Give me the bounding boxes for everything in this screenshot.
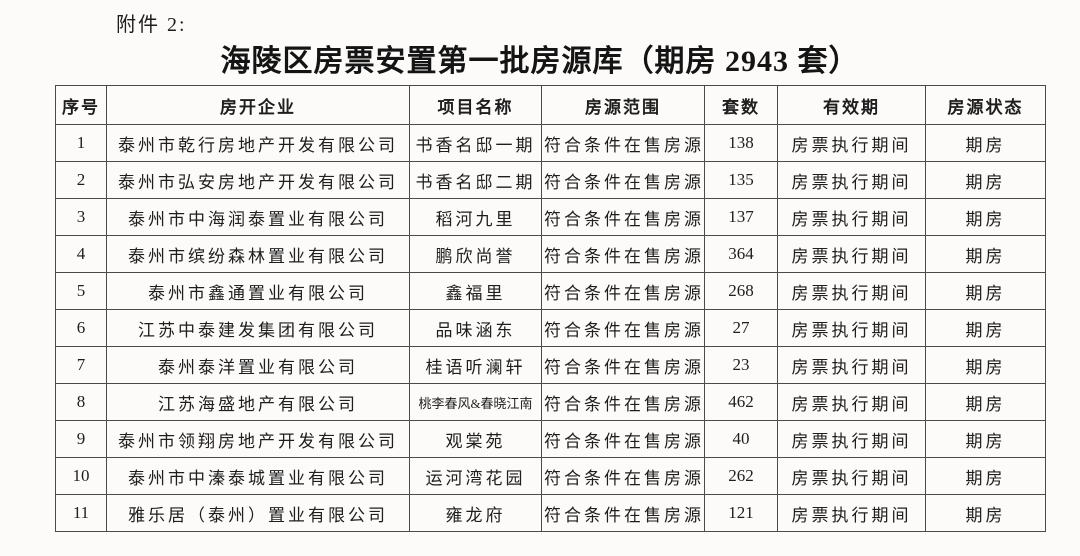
cell-status: 期房	[925, 161, 1046, 199]
cell-units: 137	[704, 198, 778, 236]
cell-status: 期房	[925, 457, 1046, 495]
table-row: 9 泰州市领翔房地产开发有限公司 观棠苑 符合条件在售房源 40 房票执行期间 …	[55, 420, 1046, 458]
cell-scope: 符合条件在售房源	[541, 161, 705, 199]
cell-validity: 房票执行期间	[777, 235, 926, 273]
header-no: 序号	[55, 85, 107, 125]
cell-no: 7	[55, 346, 107, 384]
cell-status: 期房	[925, 420, 1046, 458]
header-project: 项目名称	[409, 85, 542, 125]
cell-no: 8	[55, 383, 107, 421]
cell-units: 121	[704, 494, 778, 532]
cell-status: 期房	[925, 272, 1046, 310]
cell-scope: 符合条件在售房源	[541, 235, 705, 273]
cell-scope: 符合条件在售房源	[541, 420, 705, 458]
header-scope: 房源范围	[541, 85, 705, 125]
cell-validity: 房票执行期间	[777, 124, 926, 162]
cell-scope: 符合条件在售房源	[541, 309, 705, 347]
cell-validity: 房票执行期间	[777, 383, 926, 421]
cell-project: 鹏欣尚誉	[409, 235, 542, 273]
cell-scope: 符合条件在售房源	[541, 383, 705, 421]
cell-developer: 江苏海盛地产有限公司	[106, 383, 410, 421]
attachment-label: 附件 2:	[116, 14, 187, 36]
table-row: 7 泰州泰洋置业有限公司 桂语听澜轩 符合条件在售房源 23 房票执行期间 期房	[55, 346, 1046, 384]
cell-validity: 房票执行期间	[777, 420, 926, 458]
cell-units: 27	[704, 309, 778, 347]
header-status: 房源状态	[925, 85, 1046, 125]
cell-units: 262	[704, 457, 778, 495]
header-developer: 房开企业	[106, 85, 410, 125]
cell-project: 鑫福里	[409, 272, 542, 310]
cell-status: 期房	[925, 346, 1046, 384]
housing-table: 序号 房开企业 项目名称 房源范围 套数 有效期 房源状态 1 泰州市乾行房地产…	[55, 85, 1046, 532]
cell-no: 5	[55, 272, 107, 310]
cell-developer: 泰州泰洋置业有限公司	[106, 346, 410, 384]
cell-units: 40	[704, 420, 778, 458]
cell-project: 运河湾花园	[409, 457, 542, 495]
table-row: 3 泰州市中海润泰置业有限公司 稻河九里 符合条件在售房源 137 房票执行期间…	[55, 198, 1046, 236]
cell-project: 桃李春风&春晓江南	[409, 383, 542, 421]
cell-developer: 泰州市鑫通置业有限公司	[106, 272, 410, 310]
cell-validity: 房票执行期间	[777, 198, 926, 236]
cell-no: 1	[55, 124, 107, 162]
cell-project: 桂语听澜轩	[409, 346, 542, 384]
cell-units: 135	[704, 161, 778, 199]
cell-project: 书香名邸二期	[409, 161, 542, 199]
cell-validity: 房票执行期间	[777, 494, 926, 532]
cell-validity: 房票执行期间	[777, 161, 926, 199]
cell-validity: 房票执行期间	[777, 346, 926, 384]
header-validity: 有效期	[777, 85, 926, 125]
page-title: 海陵区房票安置第一批房源库（期房 2943 套）	[220, 45, 860, 78]
cell-validity: 房票执行期间	[777, 457, 926, 495]
cell-project: 稻河九里	[409, 198, 542, 236]
cell-units: 138	[704, 124, 778, 162]
cell-status: 期房	[925, 124, 1046, 162]
cell-status: 期房	[925, 309, 1046, 347]
table-row: 10 泰州市中溱泰城置业有限公司 运河湾花园 符合条件在售房源 262 房票执行…	[55, 457, 1046, 495]
cell-scope: 符合条件在售房源	[541, 198, 705, 236]
cell-units: 364	[704, 235, 778, 273]
table-row: 2 泰州市弘安房地产开发有限公司 书香名邸二期 符合条件在售房源 135 房票执…	[55, 161, 1046, 199]
cell-no: 2	[55, 161, 107, 199]
cell-developer: 泰州市缤纷森林置业有限公司	[106, 235, 410, 273]
cell-developer: 雅乐居（泰州）置业有限公司	[106, 494, 410, 532]
cell-units: 23	[704, 346, 778, 384]
cell-developer: 泰州市领翔房地产开发有限公司	[106, 420, 410, 458]
cell-developer: 泰州市乾行房地产开发有限公司	[106, 124, 410, 162]
cell-validity: 房票执行期间	[777, 309, 926, 347]
cell-no: 4	[55, 235, 107, 273]
cell-scope: 符合条件在售房源	[541, 272, 705, 310]
table-header-row: 序号 房开企业 项目名称 房源范围 套数 有效期 房源状态	[55, 85, 1046, 125]
cell-scope: 符合条件在售房源	[541, 494, 705, 532]
cell-scope: 符合条件在售房源	[541, 457, 705, 495]
cell-developer: 泰州市中海润泰置业有限公司	[106, 198, 410, 236]
cell-validity: 房票执行期间	[777, 272, 926, 310]
table-row: 8 江苏海盛地产有限公司 桃李春风&春晓江南 符合条件在售房源 462 房票执行…	[55, 383, 1046, 421]
cell-status: 期房	[925, 235, 1046, 273]
cell-project: 书香名邸一期	[409, 124, 542, 162]
cell-project: 观棠苑	[409, 420, 542, 458]
table-row: 4 泰州市缤纷森林置业有限公司 鹏欣尚誉 符合条件在售房源 364 房票执行期间…	[55, 235, 1046, 273]
table-row: 11 雅乐居（泰州）置业有限公司 雍龙府 符合条件在售房源 121 房票执行期间…	[55, 494, 1046, 532]
cell-no: 3	[55, 198, 107, 236]
cell-developer: 泰州市弘安房地产开发有限公司	[106, 161, 410, 199]
cell-developer: 江苏中泰建发集团有限公司	[106, 309, 410, 347]
cell-status: 期房	[925, 494, 1046, 532]
cell-status: 期房	[925, 383, 1046, 421]
table-row: 1 泰州市乾行房地产开发有限公司 书香名邸一期 符合条件在售房源 138 房票执…	[55, 124, 1046, 162]
cell-status: 期房	[925, 198, 1046, 236]
table-row: 5 泰州市鑫通置业有限公司 鑫福里 符合条件在售房源 268 房票执行期间 期房	[55, 272, 1046, 310]
cell-no: 6	[55, 309, 107, 347]
cell-no: 9	[55, 420, 107, 458]
cell-scope: 符合条件在售房源	[541, 124, 705, 162]
header-units: 套数	[704, 85, 778, 125]
cell-project: 雍龙府	[409, 494, 542, 532]
cell-developer: 泰州市中溱泰城置业有限公司	[106, 457, 410, 495]
cell-units: 268	[704, 272, 778, 310]
cell-project: 品味涵东	[409, 309, 542, 347]
cell-no: 11	[55, 494, 107, 532]
table-row: 6 江苏中泰建发集团有限公司 品味涵东 符合条件在售房源 27 房票执行期间 期…	[55, 309, 1046, 347]
cell-no: 10	[55, 457, 107, 495]
cell-units: 462	[704, 383, 778, 421]
cell-scope: 符合条件在售房源	[541, 346, 705, 384]
